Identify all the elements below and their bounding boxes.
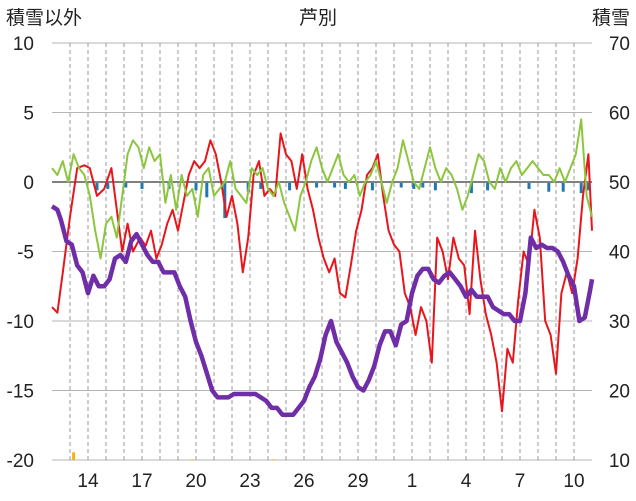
- x-tick-label: 7: [515, 471, 526, 492]
- blue-bar: [486, 182, 490, 191]
- x-tick-label: 10: [563, 471, 584, 492]
- right-y-tick-label: 40: [609, 243, 630, 264]
- right-y-tick-label: 70: [609, 34, 630, 55]
- x-tick-label: 14: [77, 471, 99, 492]
- blue-bar: [421, 182, 425, 188]
- yellow-bar: [271, 459, 275, 460]
- blue-bar: [527, 182, 531, 189]
- x-tick-label: 1: [407, 471, 418, 492]
- blue-bar: [288, 182, 292, 191]
- red-series-line: [51, 132, 593, 413]
- left-y-tick-label: -15: [7, 382, 34, 403]
- line-series: [50, 118, 595, 418]
- chart-title: 芦別: [299, 7, 337, 29]
- left-y-tick-label: -20: [7, 451, 34, 472]
- blue-bar: [433, 182, 437, 191]
- yellow-bar: [72, 452, 76, 460]
- blue-bar: [469, 182, 473, 194]
- blue-bar: [205, 182, 209, 198]
- blue-bar: [315, 182, 319, 188]
- purple-series-line: [50, 204, 595, 418]
- x-tick-label: 17: [131, 471, 152, 492]
- left-y-tick-label: 0: [23, 173, 34, 194]
- blue-bar: [579, 182, 583, 194]
- blue-bar-series: [95, 182, 590, 219]
- left-y-tick-label: 5: [23, 104, 34, 125]
- blue-bar: [259, 182, 263, 189]
- blue-bar: [106, 182, 110, 189]
- blue-bar: [412, 182, 416, 189]
- blue-bar: [95, 182, 99, 191]
- blue-bar: [343, 182, 347, 189]
- left-y-tick-label: -5: [17, 243, 34, 264]
- blue-bar: [194, 182, 198, 191]
- right-y-tick-label: 20: [609, 382, 630, 403]
- blue-bar: [140, 182, 144, 189]
- x-tick-label: 23: [239, 471, 260, 492]
- yellow-bar: [190, 459, 194, 460]
- right-y-tick-label: 10: [609, 451, 630, 472]
- right-y-tick-label: 60: [609, 104, 630, 125]
- blue-bar: [399, 182, 403, 188]
- x-tick-label: 29: [347, 471, 368, 492]
- right-y-tick-label: 50: [609, 173, 630, 194]
- x-tick-label: 20: [185, 471, 206, 492]
- right-y-tick-label: 30: [609, 312, 630, 333]
- blue-bar: [124, 182, 128, 188]
- left-y-tick-label: -10: [7, 312, 34, 333]
- blue-bar: [370, 182, 374, 191]
- blue-bar: [561, 182, 565, 192]
- right-axis-label: 積雪: [592, 7, 630, 29]
- x-tick-label: 4: [461, 471, 472, 492]
- x-tick-label: 26: [293, 471, 314, 492]
- blue-bar: [547, 182, 551, 192]
- left-y-tick-label: 10: [13, 34, 34, 55]
- blue-bar: [333, 182, 337, 188]
- left-axis-label: 積雪以外: [6, 7, 82, 29]
- green-series-line: [51, 118, 593, 260]
- blue-bar: [586, 182, 590, 191]
- yellow-bar-series: [72, 452, 275, 460]
